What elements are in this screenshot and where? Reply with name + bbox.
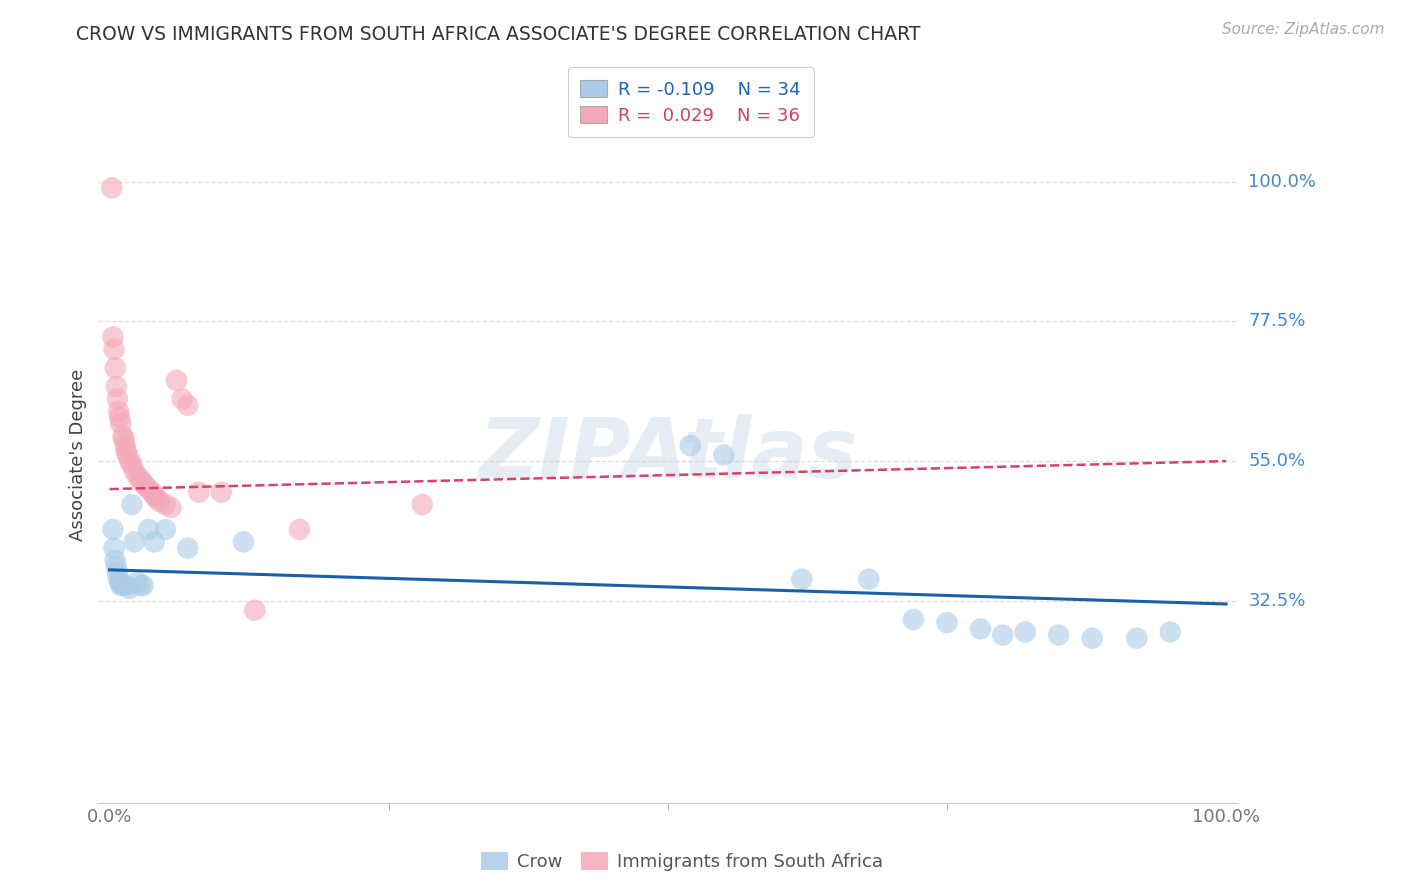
Point [115,578,138,592]
Text: 100.0%: 100.0% [1249,172,1316,191]
Point [1159,624,1181,639]
Point [1126,631,1149,645]
Point [104,553,127,567]
Point [127,575,149,590]
Point [101,523,124,537]
Point [114,439,136,453]
Point [411,498,433,512]
Point [117,448,139,462]
Point [111,429,134,443]
Point [160,500,183,515]
Text: 55.0%: 55.0% [1249,452,1306,470]
Legend: R = -0.109    N = 34, R =  0.029    N = 36: R = -0.109 N = 34, R = 0.029 N = 36 [568,68,814,137]
Point [104,361,127,376]
Point [110,578,132,592]
Point [105,379,128,393]
Point [111,578,134,592]
Point [115,445,138,459]
Point [172,392,194,406]
Point [134,479,156,493]
Point [121,457,143,471]
Point [209,485,232,500]
Point [187,485,209,500]
Point [149,494,172,508]
Point [991,628,1014,642]
Point [243,603,266,617]
Point [713,448,735,462]
Point [127,469,149,483]
Point [132,578,155,592]
Point [107,572,129,586]
Point [903,613,925,627]
Point [143,488,166,502]
Point [101,181,124,195]
Point [122,534,145,549]
Point [129,473,152,487]
Text: Source: ZipAtlas.com: Source: ZipAtlas.com [1222,22,1385,37]
Point [107,392,129,406]
Text: CROW VS IMMIGRANTS FROM SOUTH AFRICA ASSOCIATE'S DEGREE CORRELATION CHART: CROW VS IMMIGRANTS FROM SOUTH AFRICA ASS… [76,25,920,45]
Point [1047,628,1070,642]
Point [1081,631,1104,645]
Point [138,523,160,537]
Point [122,463,145,477]
Point [936,615,959,630]
Point [177,398,200,412]
Point [155,523,177,537]
Point [110,417,132,431]
Point [132,475,155,490]
Point [103,541,125,555]
Point [108,410,131,425]
Point [141,485,163,500]
Point [105,559,128,574]
Point [112,433,135,447]
Point [108,575,131,590]
Point [145,491,167,506]
Point [177,541,200,555]
Point [288,523,311,537]
Point [138,482,160,496]
Text: 32.5%: 32.5% [1249,592,1306,610]
Point [118,582,141,596]
Point [103,343,125,357]
Point [155,498,177,512]
Point [969,622,991,636]
Point [107,566,129,580]
Legend: Crow, Immigrants from South Africa: Crow, Immigrants from South Africa [474,846,890,879]
Text: ZIPAtlas: ZIPAtlas [478,415,858,495]
Point [143,534,166,549]
Point [232,534,254,549]
Point [129,578,152,592]
Point [1014,624,1036,639]
Point [121,498,143,512]
Point [790,572,813,586]
Text: 77.5%: 77.5% [1249,312,1306,330]
Point [118,454,141,468]
Point [107,404,129,418]
Point [166,373,188,387]
Y-axis label: Associate's Degree: Associate's Degree [69,368,87,541]
Point [858,572,880,586]
Point [679,439,702,453]
Point [101,330,124,344]
